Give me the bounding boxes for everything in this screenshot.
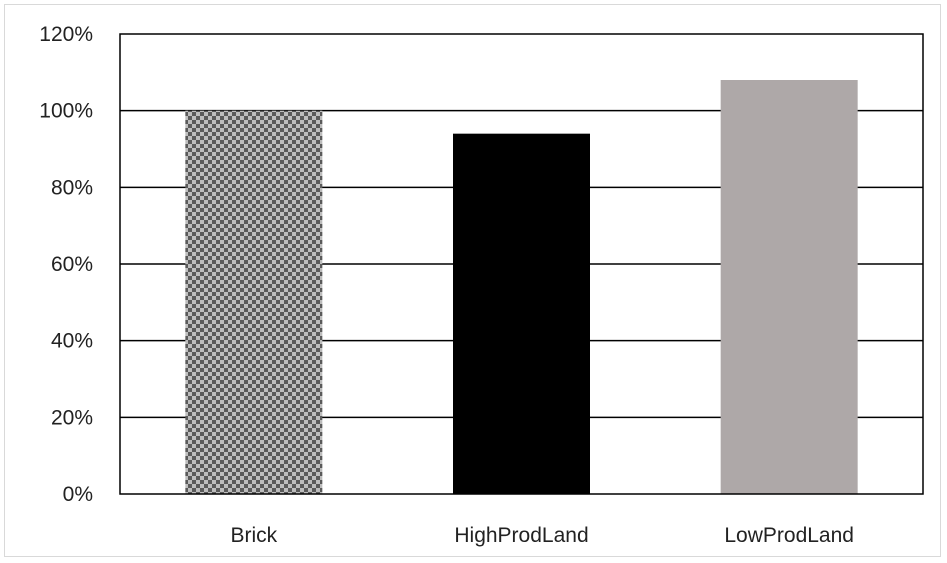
y-tick-label: 60% bbox=[51, 253, 93, 276]
y-tick-label: 100% bbox=[39, 100, 93, 123]
bars bbox=[185, 80, 858, 495]
bar-highprodland bbox=[453, 133, 590, 494]
y-axis-tick-labels: 0% 20% 40% 60% 80% 100% 120% bbox=[39, 23, 93, 506]
bar-brick bbox=[185, 110, 323, 495]
plot-area-border bbox=[119, 33, 924, 495]
x-axis-category-labels: Brick HighProdLand LowProdLand bbox=[230, 524, 853, 547]
x-category-label: HighProdLand bbox=[454, 524, 588, 547]
y-tick-label: 40% bbox=[51, 330, 93, 353]
bar-lowprodland bbox=[720, 80, 858, 494]
y-tick-label: 80% bbox=[51, 176, 93, 199]
y-tick-label: 120% bbox=[39, 23, 93, 46]
y-tick-label: 0% bbox=[63, 483, 93, 506]
x-category-label: Brick bbox=[230, 524, 277, 547]
x-category-label: LowProdLand bbox=[724, 524, 854, 547]
plot-border bbox=[119, 33, 924, 495]
y-tick-label: 20% bbox=[51, 406, 93, 429]
